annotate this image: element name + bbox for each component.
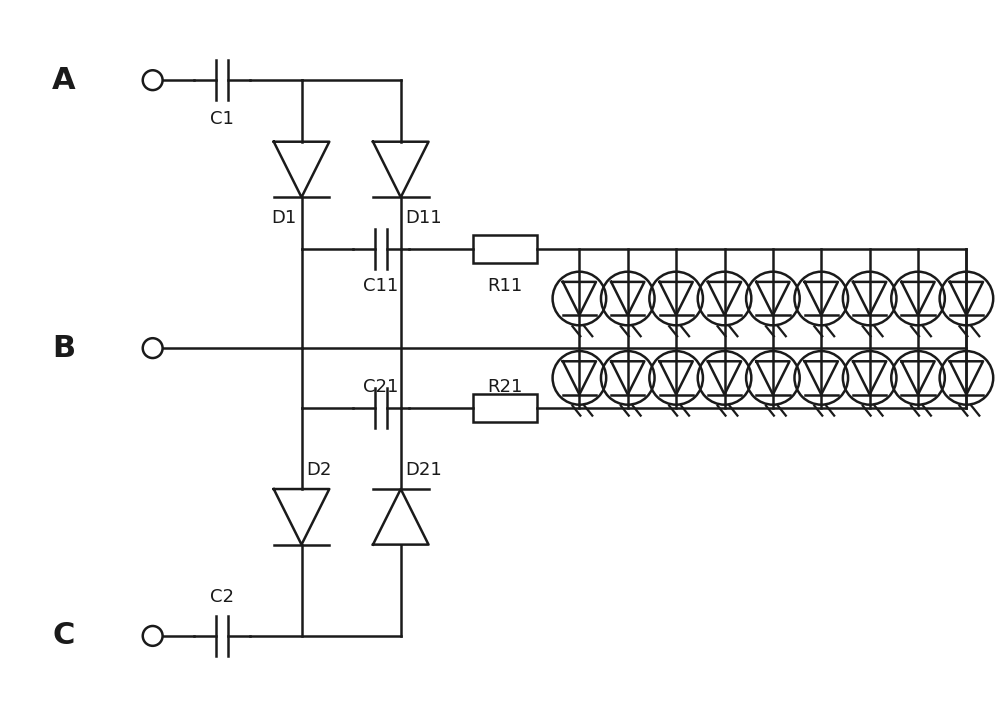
Text: C2: C2 [210, 588, 234, 606]
Text: C: C [52, 622, 75, 650]
Text: D11: D11 [406, 209, 442, 227]
Text: D2: D2 [306, 461, 332, 479]
Text: D21: D21 [406, 461, 442, 479]
Text: C11: C11 [363, 277, 399, 295]
Text: R11: R11 [487, 277, 523, 295]
Bar [473, 394, 537, 422]
Text: D1: D1 [271, 209, 297, 227]
Text: C1: C1 [210, 110, 234, 128]
Text: A: A [52, 66, 75, 95]
Text: C21: C21 [363, 378, 399, 396]
Text: R21: R21 [487, 378, 523, 396]
Text: B: B [52, 333, 75, 363]
Bar [473, 235, 537, 263]
